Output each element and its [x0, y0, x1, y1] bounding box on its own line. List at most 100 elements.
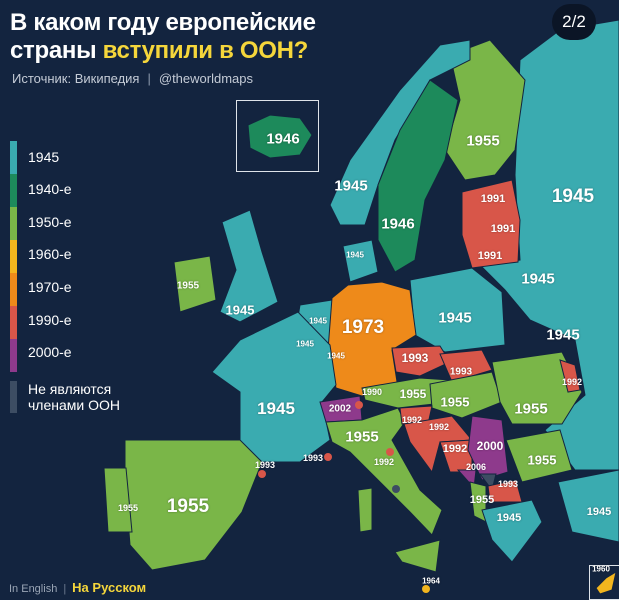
label-norway: 1945 [334, 177, 368, 195]
label-monaco: 1993 [302, 453, 324, 463]
label-greece: 1945 [496, 512, 522, 524]
legend-label: 1945 [28, 149, 60, 165]
label-ireland: 1955 [176, 280, 200, 292]
label-lithuania: 1991 [477, 250, 503, 262]
label-netherlands: 1945 [309, 316, 327, 326]
legend-swatch-2000s [10, 339, 17, 372]
label-uk: 1945 [225, 302, 255, 318]
marker-liechtenstein [355, 401, 363, 409]
label-sweden: 1946 [381, 215, 415, 233]
country-sicily [394, 539, 441, 573]
source-line: Источник: Википедия | @theworldmaps [12, 71, 253, 86]
source-text: Источник: Википедия [12, 71, 140, 86]
label-estonia: 1991 [480, 193, 506, 205]
country-slovakia [439, 349, 493, 383]
country-italy [325, 407, 443, 536]
label-croatia: 1992 [428, 422, 450, 432]
label-bulgaria: 1955 [527, 452, 557, 468]
legend-label: 1990-е [28, 312, 72, 328]
legend-swatch-1990s [10, 306, 17, 339]
label-malta: 1964 [422, 576, 440, 586]
label-russia: 1945 [551, 186, 595, 207]
label-austria: 1955 [399, 387, 427, 401]
legend-swatch-1950s [10, 207, 17, 240]
country-czechia [391, 345, 451, 377]
label-romania: 1955 [514, 400, 548, 418]
marker-andorra [258, 470, 266, 478]
marker-san-marino [386, 448, 394, 456]
marker-malta [422, 585, 430, 593]
label-san-marino: 1992 [373, 457, 395, 467]
label-latvia: 1991 [490, 223, 516, 235]
marker-vatican [392, 485, 400, 493]
label-slovenia: 1992 [401, 415, 423, 425]
label-portugal: 1955 [117, 503, 139, 513]
label-liechtenstein: 1990 [361, 387, 383, 397]
label-moldova: 1992 [561, 377, 583, 387]
country-turkey [557, 469, 619, 543]
label-denmark: 1945 [346, 250, 364, 260]
label-bosnia: 1992 [442, 443, 468, 455]
label-spain: 1955 [166, 496, 210, 517]
label-hungary: 1955 [440, 394, 470, 410]
country-ireland [173, 255, 217, 313]
country-iceland [247, 114, 313, 159]
label-switzerland: 2002 [328, 403, 352, 415]
country-germany [327, 281, 417, 397]
legend-label: 1960-е [28, 246, 72, 262]
link-russian[interactable]: На Русском [72, 580, 147, 595]
label-serbia: 2000 [476, 439, 504, 453]
label-luxembourg: 1945 [327, 351, 345, 361]
language-switcher: In English | На Русском [9, 580, 147, 595]
legend-swatch-non-member [10, 381, 17, 413]
label-cyprus: 1960 [592, 564, 610, 574]
label-belgium: 1945 [296, 339, 314, 349]
country-uk [219, 209, 279, 323]
title-line-1: В каком году европейские [10, 9, 316, 36]
label-slovakia: 1993 [449, 366, 473, 378]
country-portugal [103, 467, 133, 533]
title-line-2: страны [10, 37, 103, 64]
label-iceland: 1946 [266, 130, 300, 148]
label-france: 1945 [257, 399, 295, 418]
country-sardinia [357, 487, 373, 533]
label-ukraine: 1945 [546, 326, 580, 344]
legend-swatch-1940s [10, 174, 17, 207]
legend-label: 1970-е [28, 279, 72, 295]
label-poland: 1945 [438, 309, 472, 327]
marker-monaco [324, 453, 332, 461]
label-czechia: 1993 [401, 351, 429, 365]
legend-label: 2000-е [28, 344, 72, 360]
country-hungary [429, 371, 503, 419]
label-albania: 1955 [469, 494, 495, 506]
label-macedonia: 1993 [497, 479, 519, 489]
country-romania [491, 351, 583, 425]
label-montenegro: 2006 [465, 462, 487, 472]
label-italy: 1955 [345, 428, 379, 446]
label-belarus: 1945 [521, 270, 555, 288]
country-sweden [377, 79, 459, 273]
source-handle: @theworldmaps [158, 71, 253, 86]
country-norway [329, 39, 471, 226]
country-cyprus [595, 570, 617, 595]
label-germany: 1973 [341, 317, 385, 338]
legend-swatch-1960s [10, 240, 17, 273]
country-bulgaria [505, 429, 573, 483]
country-baltics [461, 179, 521, 269]
iceland-inset [236, 100, 319, 172]
country-denmark [342, 239, 379, 283]
legend-label: 1940-е [28, 181, 72, 197]
page-title: В каком году европейские страны вступили… [10, 9, 316, 65]
legend-swatch-1945 [10, 141, 17, 174]
page-counter: 2/2 [552, 4, 596, 40]
country-moldova [559, 359, 581, 393]
legend-label-non-member: Не являются членами ООН [28, 381, 120, 413]
country-finland [444, 39, 526, 181]
country-greece [481, 499, 543, 563]
label-finland: 1955 [466, 132, 500, 150]
link-english[interactable]: In English [9, 583, 58, 595]
legend-label: 1950-е [28, 214, 72, 230]
label-andorra: 1993 [254, 460, 276, 470]
label-turkey: 1945 [586, 506, 612, 518]
